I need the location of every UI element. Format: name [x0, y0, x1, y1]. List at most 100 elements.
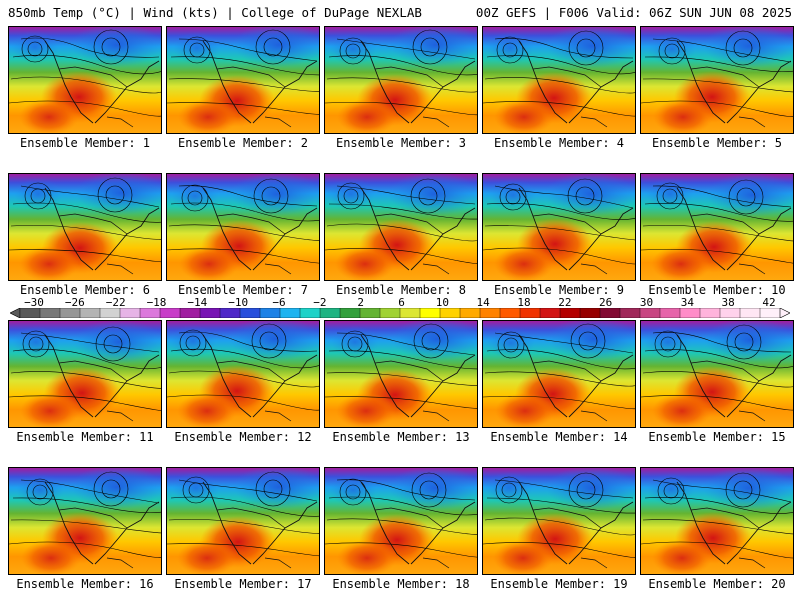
ensemble-map-panel: [8, 320, 162, 428]
ensemble-map-panel: [482, 173, 636, 281]
color-scale-tick-label: −14: [187, 296, 208, 309]
color-scale-tick-label: 10: [435, 296, 449, 309]
color-scale-tick-label: −2: [313, 296, 327, 309]
ensemble-member-label: Ensemble Member: 11: [16, 430, 154, 444]
color-scale-segment: [359, 308, 381, 318]
ensemble-member-label: Ensemble Member: 10: [648, 283, 786, 297]
color-scale-segment: [199, 308, 221, 318]
color-scale-segment: [639, 308, 661, 318]
color-scale-segment: [59, 308, 81, 318]
ensemble-member-label: Ensemble Member: 12: [174, 430, 312, 444]
ensemble-map-panel: [640, 467, 794, 575]
color-scale-segment: [319, 308, 341, 318]
color-scale-segment: [19, 308, 41, 318]
color-scale-segment: [619, 308, 641, 318]
color-scale-segment: [479, 308, 501, 318]
color-scale-segment: [579, 308, 601, 318]
color-scale-segment: [299, 308, 321, 318]
color-scale-segment: [559, 308, 581, 318]
color-scale-tick-label: 18: [517, 296, 531, 309]
ensemble-member-label: Ensemble Member: 3: [335, 136, 467, 150]
color-scale-tick-label: 22: [558, 296, 572, 309]
ensemble-member-label: Ensemble Member: 5: [651, 136, 783, 150]
color-scale-segment: [279, 308, 301, 318]
ensemble-member-label: Ensemble Member: 19: [490, 577, 628, 591]
ensemble-map-panel: [8, 173, 162, 281]
ensemble-map-panel: [640, 173, 794, 281]
color-scale-segment: [739, 308, 761, 318]
color-scale-segment: [599, 308, 621, 318]
ensemble-member-label: Ensemble Member: 1: [19, 136, 151, 150]
color-scale-tick-label: −30: [24, 296, 44, 309]
ensemble-member-label: Ensemble Member: 17: [174, 577, 312, 591]
ensemble-member-label: Ensemble Member: 15: [648, 430, 786, 444]
ensemble-member-label: Ensemble Member: 18: [332, 577, 470, 591]
ensemble-member-label: Ensemble Member: 16: [16, 577, 154, 591]
color-scale-segment: [99, 308, 121, 318]
ensemble-map-panel: [8, 467, 162, 575]
color-scale-segment: [759, 308, 781, 318]
ensemble-member-label: Ensemble Member: 13: [332, 430, 470, 444]
ensemble-member-label: Ensemble Member: 6: [19, 283, 151, 297]
color-scale-segment: [379, 308, 401, 318]
color-scale-segment: [39, 308, 61, 318]
ensemble-member-label: Ensemble Member: 4: [493, 136, 625, 150]
color-scale-segment: [259, 308, 281, 318]
ensemble-map-panel: [324, 320, 478, 428]
color-scale-labels: −30 −26 −22 −18 −14 −10 −6 −2 2 6 10 14 18 22 26 30 34 38…: [0, 296, 800, 309]
color-scale-segment: [79, 308, 101, 318]
ensemble-map-panel: [324, 26, 478, 134]
color-scale-max-arrow: [779, 308, 790, 318]
ensemble-member-label: Ensemble Member: 2: [177, 136, 309, 150]
ensemble-member-label: Ensemble Member: 14: [490, 430, 628, 444]
color-scale-tick-label: 2: [357, 296, 364, 309]
header-run-info: 00Z GEFS | F006 Valid: 06Z SUN JUN 08 20…: [475, 5, 792, 20]
ensemble-map-panel: [324, 467, 478, 575]
ensemble-map-panel: [482, 467, 636, 575]
color-scale-segment: [239, 308, 261, 318]
color-scale-min-arrow: [10, 308, 21, 318]
color-scale-segment: [459, 308, 481, 318]
color-scale-segment: [519, 308, 541, 318]
color-scale-segment: [719, 308, 741, 318]
color-scale-tick-label: 42: [762, 296, 776, 309]
color-scale-tick-label: 26: [599, 296, 613, 309]
color-scale-tick-label: 14: [476, 296, 490, 309]
color-scale-segment: [139, 308, 161, 318]
ensemble-map-panel: [166, 26, 320, 134]
ensemble-map-panel: [482, 320, 636, 428]
color-scale-segment: [679, 308, 701, 318]
color-scale-segment: [119, 308, 141, 318]
color-scale-segment: [159, 308, 181, 318]
ensemble-map-panel: [166, 173, 320, 281]
color-scale-segment: [339, 308, 361, 318]
color-scale-segment: [419, 308, 441, 318]
color-scale-segment: [439, 308, 461, 318]
color-scale-tick-label: −26: [64, 296, 85, 309]
header-title: 850mb Temp (°C) | Wind (kts) | College o…: [8, 5, 422, 20]
ensemble-member-label: Ensemble Member: 8: [335, 283, 467, 297]
color-scale-tick-label: 6: [398, 296, 405, 309]
color-scale-segment: [219, 308, 241, 318]
ensemble-map-panel: [324, 173, 478, 281]
ensemble-map-panel: [166, 467, 320, 575]
color-scale-bar: [10, 308, 790, 318]
color-scale-tick-label: 30: [639, 296, 654, 309]
ensemble-member-label: Ensemble Member: 20: [648, 577, 786, 591]
color-scale-tick-label: 38: [721, 296, 735, 309]
ensemble-map-panel: [640, 26, 794, 134]
color-scale-segment: [699, 308, 721, 318]
color-scale-segment: [659, 308, 681, 318]
color-scale-tick-label: −18: [146, 296, 167, 309]
ensemble-map-panel: [640, 320, 794, 428]
color-scale-segment: [399, 308, 421, 318]
ensemble-member-label: Ensemble Member: 7: [177, 283, 309, 297]
color-scale-tick-label: −22: [105, 296, 126, 309]
color-scale-tick-label: 34: [680, 296, 694, 309]
color-scale-tick-label: −6: [272, 296, 286, 309]
ensemble-map-panel: [166, 320, 320, 428]
color-scale-tick-label: −10: [228, 296, 249, 309]
color-scale-segment: [539, 308, 561, 318]
color-scale-segment: [499, 308, 521, 318]
ensemble-member-label: Ensemble Member: 9: [493, 283, 625, 297]
